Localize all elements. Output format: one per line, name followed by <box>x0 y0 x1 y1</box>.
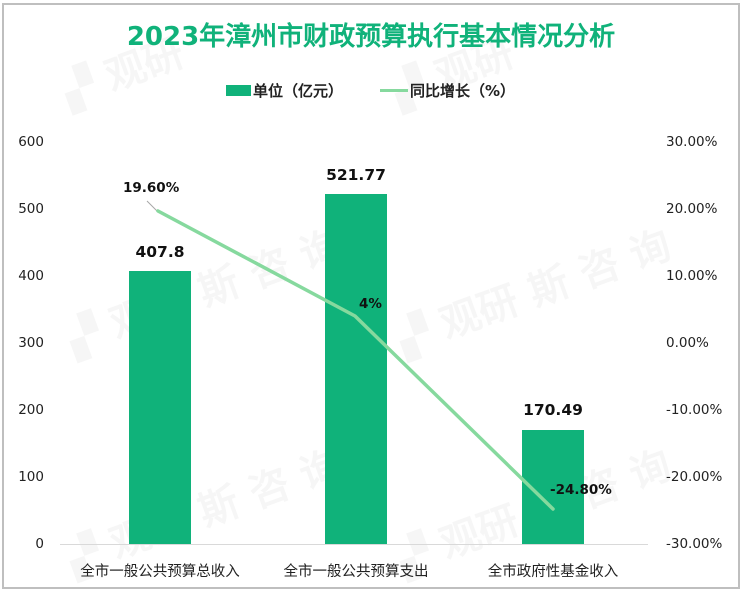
leader-line <box>146 200 158 212</box>
left-axis-tick: 600 <box>18 134 44 150</box>
left-axis-tick: 100 <box>18 469 44 485</box>
bar-swatch-icon <box>226 85 251 96</box>
bar-value-label: 170.49 <box>523 401 583 419</box>
left-axis-tick: 400 <box>18 268 44 284</box>
legend-line-label: 同比增长（%） <box>410 82 516 100</box>
category-label: 全市政府性基金收入 <box>487 564 619 580</box>
left-axis-tick: 0 <box>35 536 44 552</box>
line-value-label: -24.80% <box>550 482 612 498</box>
line-swatch-icon <box>380 89 408 92</box>
bar-value-label: 521.77 <box>326 166 386 184</box>
right-axis-tick: -30.00% <box>666 536 723 552</box>
line-value-label: 4% <box>359 296 382 312</box>
right-axis-tick: 30.00% <box>666 134 718 150</box>
legend-bar-label: 单位（亿元） <box>253 82 344 100</box>
left-axis-tick: 300 <box>18 335 44 351</box>
right-axis-tick: -20.00% <box>666 469 723 485</box>
category-label: 全市一般公共预算总收入 <box>80 564 240 580</box>
chart-title: 2023年漳州市财政预算执行基本情况分析 <box>126 22 616 52</box>
right-axis-tick: 10.00% <box>666 268 718 284</box>
bar-general-budget-expenditure[interactable] <box>325 194 387 544</box>
bar-value-label: 407.8 <box>135 243 185 261</box>
right-axis-tick: 0.00% <box>666 335 709 351</box>
left-axis-tick: 500 <box>18 201 44 217</box>
legend: 单位（亿元） 同比增长（%） <box>0 80 742 102</box>
growth-line[interactable] <box>156 209 555 511</box>
right-axis-tick: -10.00% <box>666 402 723 418</box>
legend-item-bar[interactable]: 单位（亿元） <box>226 80 343 101</box>
right-axis-tick: 20.00% <box>666 201 718 217</box>
line-value-label: 19.60% <box>123 180 180 196</box>
bar-general-budget-revenue[interactable] <box>129 271 191 544</box>
legend-item-line[interactable]: 同比增长（%） <box>380 80 515 101</box>
left-axis-tick: 200 <box>18 402 44 418</box>
x-axis-line <box>60 544 648 545</box>
category-label: 全市一般公共预算支出 <box>283 564 429 580</box>
